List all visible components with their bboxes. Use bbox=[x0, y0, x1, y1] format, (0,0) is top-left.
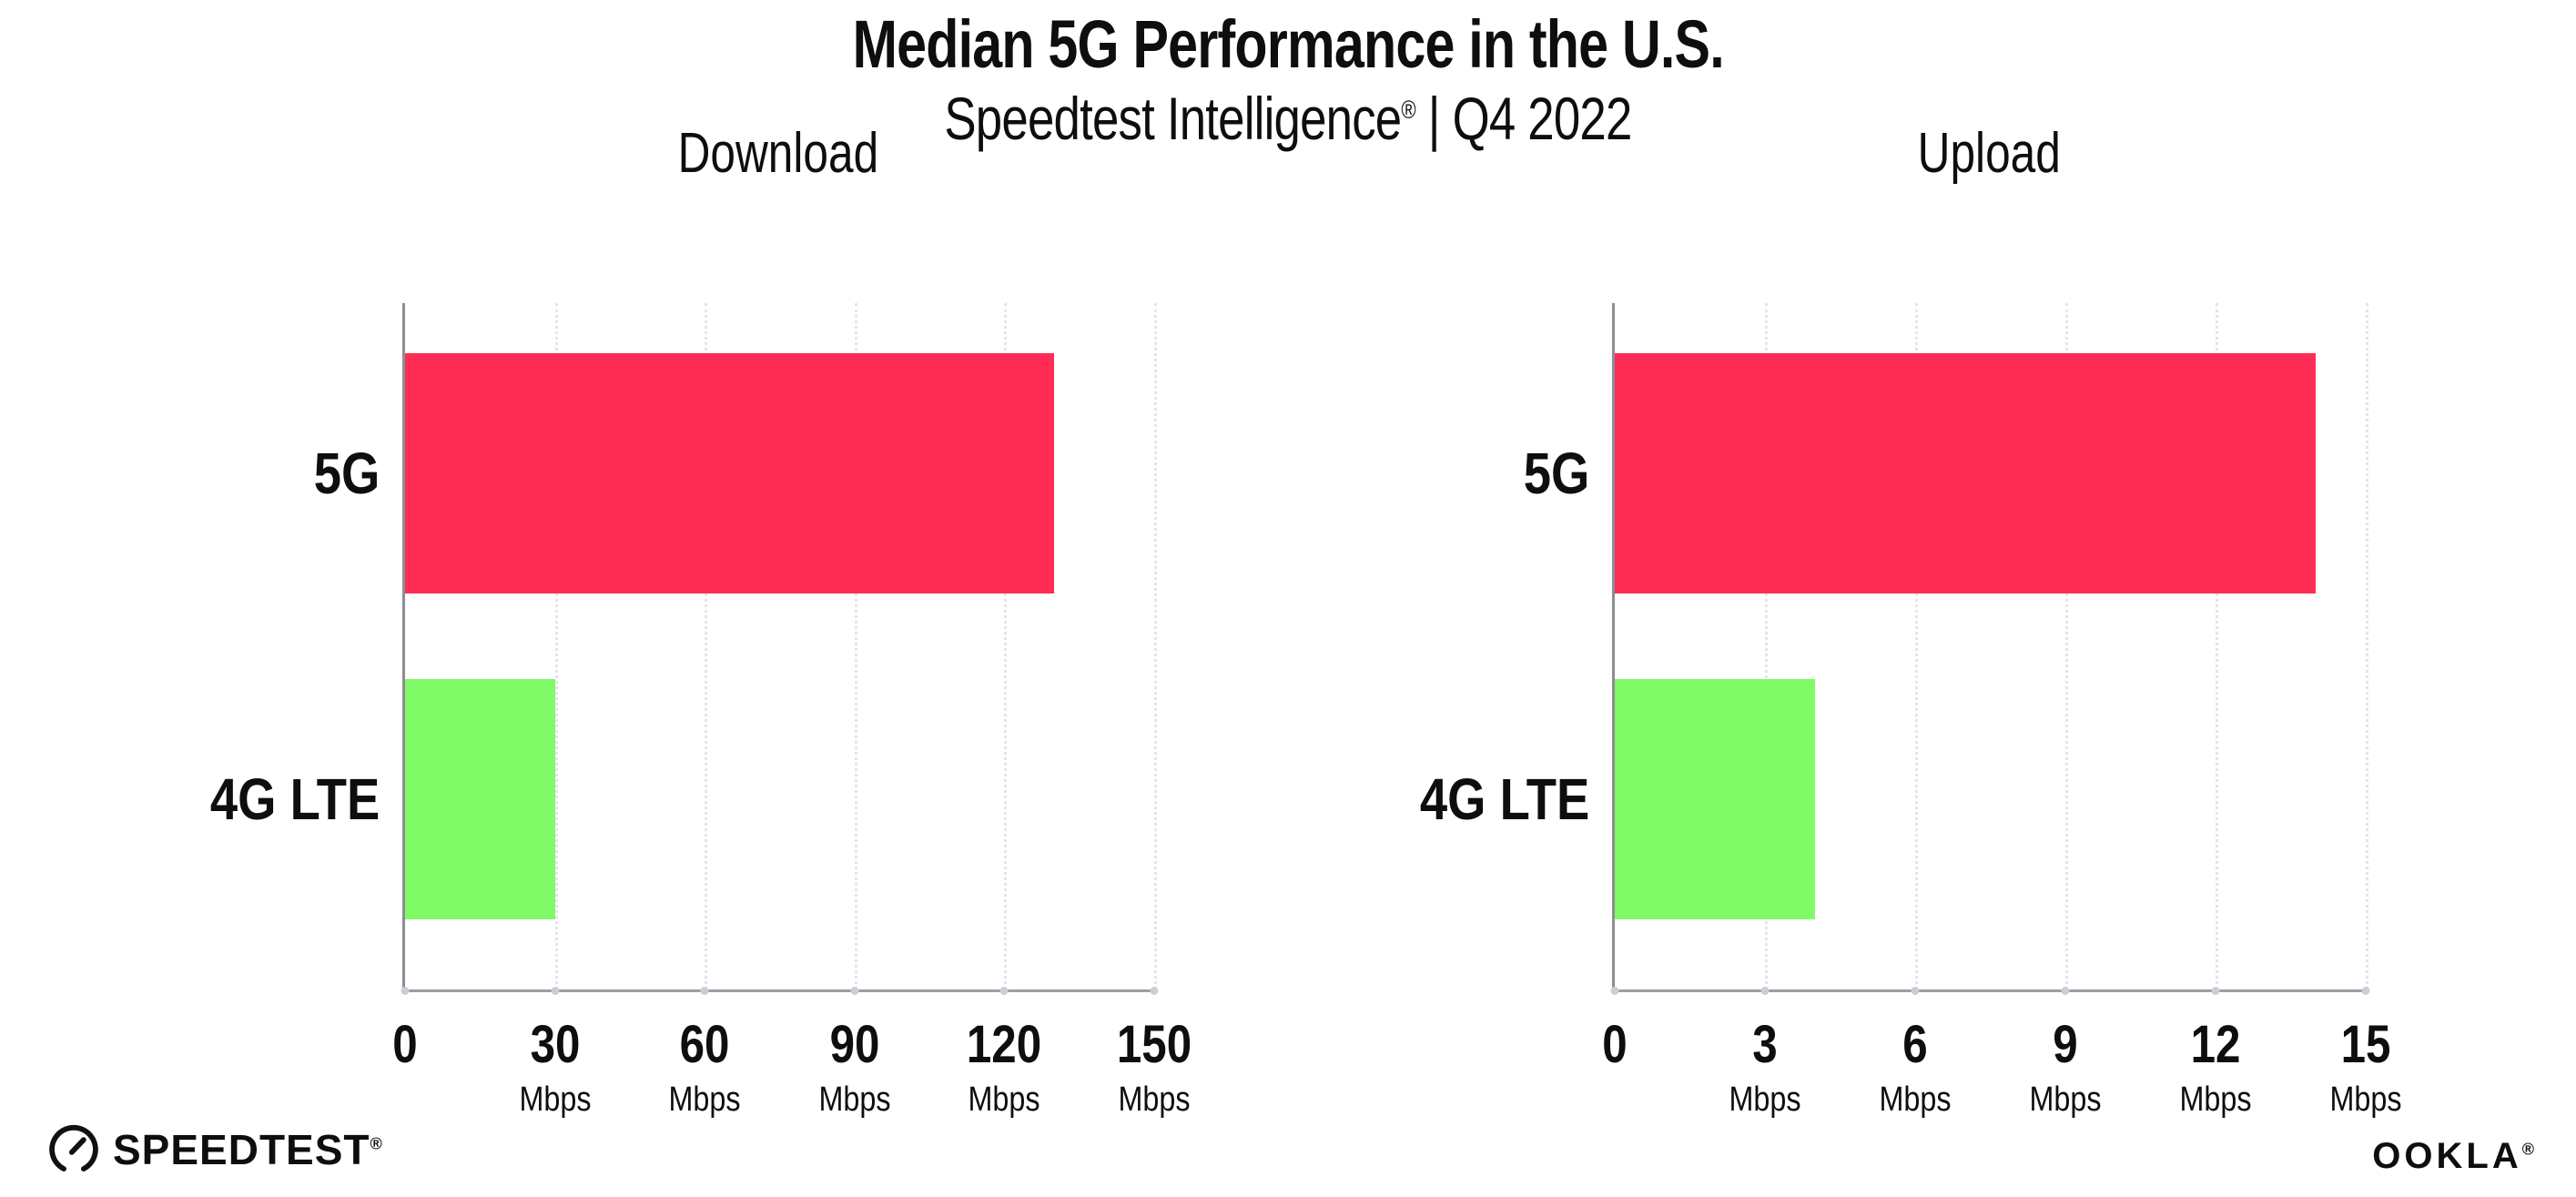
chart-title: Upload bbox=[1612, 121, 2366, 186]
category-label-4g-lte: 4G LTE bbox=[209, 766, 380, 833]
gridline bbox=[2065, 303, 2068, 989]
x-tick-unit: Mbps bbox=[1879, 1080, 1952, 1119]
x-tick-unit: Mbps bbox=[2329, 1080, 2402, 1119]
x-tick-value: 0 bbox=[1602, 1015, 1628, 1074]
x-tick-label: 120 Mbps bbox=[967, 1015, 1042, 1119]
x-tick-label: 60 Mbps bbox=[668, 1015, 741, 1119]
axis-tick-mark bbox=[2061, 987, 2070, 995]
chart-title-text: Upload bbox=[1917, 122, 2061, 185]
x-tick-label: 15 Mbps bbox=[2329, 1015, 2402, 1119]
gridline bbox=[2216, 303, 2218, 989]
category-label-4g-lte: 4G LTE bbox=[1419, 766, 1589, 833]
page-subtitle-text: Speedtest Intelligence® | Q4 2022 bbox=[944, 84, 1633, 153]
axis-tick-mark bbox=[1911, 987, 1920, 995]
axis-tick-mark bbox=[999, 987, 1009, 995]
speedtest-wordmark-text: SPEEDTEST bbox=[113, 1126, 370, 1173]
x-tick-unit: Mbps bbox=[668, 1080, 741, 1119]
page-subtitle: Speedtest Intelligence® | Q4 2022 bbox=[0, 84, 2576, 153]
axis-tick-mark bbox=[1760, 987, 1770, 995]
bar-4g-lte bbox=[405, 679, 555, 920]
registered-trademark-icon: ® bbox=[1401, 96, 1415, 124]
gridline bbox=[1154, 303, 1157, 989]
page-title-text: Median 5G Performance in the U.S. bbox=[852, 6, 1724, 82]
x-tick-label: 0 bbox=[392, 1019, 417, 1071]
bar-5g bbox=[405, 353, 1055, 593]
axis-tick-mark bbox=[2211, 987, 2220, 995]
x-tick-value: 90 bbox=[829, 1015, 880, 1074]
subtitle-brand: Speedtest Intelligence bbox=[944, 85, 1402, 152]
ookla-wordmark: OOKLA® bbox=[2372, 1136, 2538, 1177]
x-tick-value: 120 bbox=[967, 1015, 1042, 1074]
x-tick-value: 12 bbox=[2190, 1015, 2241, 1074]
x-tick-value: 3 bbox=[1752, 1015, 1778, 1074]
x-tick-value: 15 bbox=[2340, 1015, 2391, 1074]
x-tick-value: 9 bbox=[2053, 1015, 2078, 1074]
chart-title: Download bbox=[402, 121, 1154, 186]
x-tick-value: 150 bbox=[1116, 1015, 1192, 1074]
gridline bbox=[554, 303, 558, 989]
plot-area: 0 3 Mbps 6 Mbps 9 Mbps 12 Mbps 15 Mbps 5G 4G LTE bbox=[1420, 303, 2401, 1117]
x-tick-label: 150 Mbps bbox=[1116, 1015, 1192, 1119]
gridline bbox=[1915, 303, 1918, 989]
axis-tick-mark bbox=[2361, 987, 2370, 995]
axis-tick-mark bbox=[551, 987, 560, 995]
gridline bbox=[1765, 303, 1768, 989]
subtitle-period: | Q4 2022 bbox=[1415, 85, 1633, 152]
x-tick-label: 0 bbox=[1602, 1019, 1627, 1071]
bar-5g bbox=[1615, 353, 2316, 593]
page-title: Median 5G Performance in the U.S. bbox=[0, 5, 2576, 83]
gridline bbox=[854, 303, 857, 989]
download-chart: Download 0 30 Mbps 60 Mbps 90 Mbps 120 Mbps 150 Mb… bbox=[210, 122, 1192, 1117]
category-label-5g: 5G bbox=[313, 440, 380, 506]
x-tick-unit: Mbps bbox=[2179, 1080, 2252, 1119]
x-tick-label: 9 Mbps bbox=[2029, 1015, 2102, 1119]
chart-title-text: Download bbox=[677, 122, 879, 185]
bar-4g-lte bbox=[1615, 679, 1815, 920]
x-tick-label: 12 Mbps bbox=[2179, 1015, 2252, 1119]
speedtest-wordmark: SPEEDTEST® bbox=[113, 1125, 383, 1174]
x-tick-value: 0 bbox=[392, 1015, 418, 1074]
speedtest-gauge-icon bbox=[49, 1124, 98, 1172]
axis-tick-mark bbox=[850, 987, 859, 995]
category-label-5g: 5G bbox=[1523, 440, 1589, 506]
axis-tick-mark bbox=[1150, 987, 1159, 995]
x-tick-value: 60 bbox=[679, 1015, 730, 1074]
gridline bbox=[705, 303, 708, 989]
x-tick-value: 6 bbox=[1902, 1015, 1928, 1074]
ookla-wordmark-text: OOKLA bbox=[2372, 1136, 2522, 1176]
gridline bbox=[1004, 303, 1008, 989]
x-tick-value: 30 bbox=[530, 1015, 581, 1074]
upload-chart: Upload 0 3 Mbps 6 Mbps 9 Mbps 12 Mbps 15 Mbps 5G 4G … bbox=[1420, 122, 2402, 1117]
x-tick-label: 30 Mbps bbox=[519, 1015, 592, 1119]
x-tick-label: 6 Mbps bbox=[1879, 1015, 1952, 1119]
axis-tick-mark bbox=[700, 987, 709, 995]
x-tick-label: 3 Mbps bbox=[1729, 1015, 1801, 1119]
axis-tick-mark bbox=[401, 987, 410, 995]
axis-tick-mark bbox=[1610, 987, 1619, 995]
plot-area: 0 30 Mbps 60 Mbps 90 Mbps 120 Mbps 150 Mbps 5G 4G LT… bbox=[210, 303, 1192, 1117]
x-tick-unit: Mbps bbox=[818, 1080, 891, 1119]
gridline bbox=[2366, 303, 2368, 989]
speedtest-registered-icon: ® bbox=[370, 1134, 383, 1153]
x-tick-unit: Mbps bbox=[2029, 1080, 2102, 1119]
x-tick-unit: Mbps bbox=[519, 1080, 592, 1119]
x-tick-label: 90 Mbps bbox=[818, 1015, 891, 1119]
speedtest-logo: SPEEDTEST® bbox=[47, 1123, 383, 1176]
ookla-registered-icon: ® bbox=[2521, 1140, 2538, 1159]
x-tick-unit: Mbps bbox=[1118, 1080, 1191, 1119]
x-tick-unit: Mbps bbox=[1729, 1080, 1801, 1119]
x-tick-unit: Mbps bbox=[968, 1080, 1040, 1119]
